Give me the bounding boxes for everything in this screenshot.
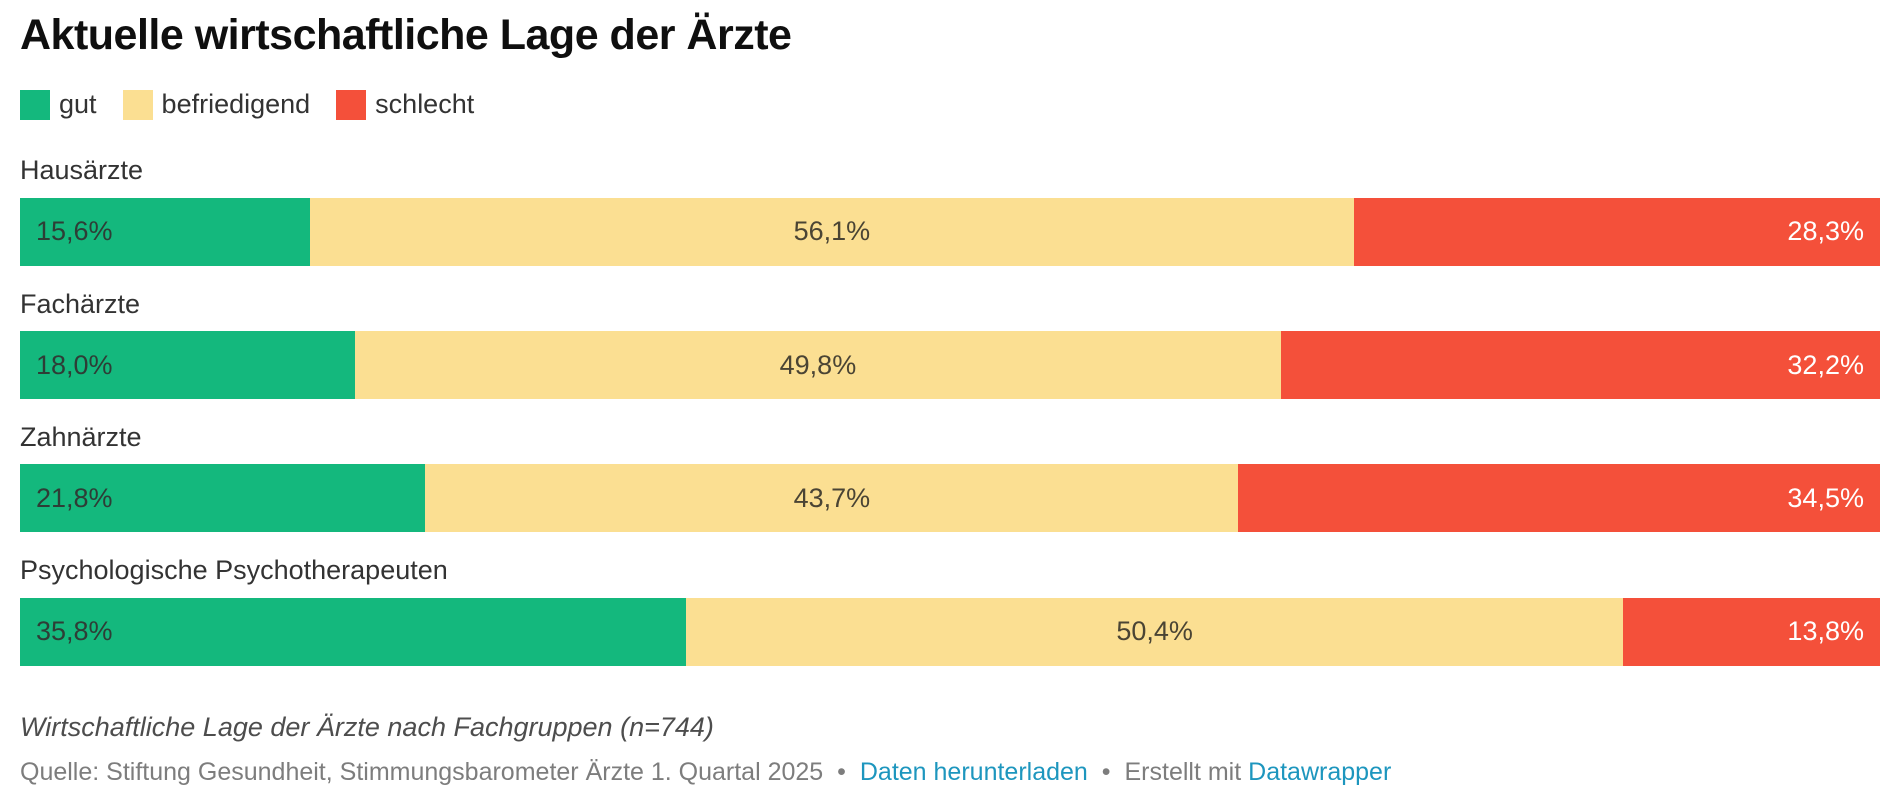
bar-segment-gut: 21,8% <box>20 464 426 533</box>
separator-dot: • <box>1101 757 1111 786</box>
bar-segment-schlecht: 32,2% <box>1281 331 1880 400</box>
segment-value-label: 49,8% <box>779 349 857 380</box>
created-with-text: Erstellt mit <box>1124 757 1242 786</box>
source-line: Quelle: Stiftung Gesundheit, Stimmungsba… <box>20 758 1880 787</box>
legend-item-gut: gut <box>20 89 97 120</box>
source-text: Quelle: Stiftung Gesundheit, Stimmungsba… <box>20 757 824 786</box>
stacked-bar: 35,8% 50,4% 13,8% <box>20 597 1880 666</box>
segment-value-label: 50,4% <box>1116 616 1193 647</box>
chart-title: Aktuelle wirtschaftliche Lage der Ärzte <box>20 11 792 59</box>
download-data-link[interactable]: Daten herunterladen <box>859 757 1088 786</box>
bar-segment-gut: 18,0% <box>20 331 355 400</box>
datawrapper-link[interactable]: Datawrapper <box>1248 757 1392 786</box>
stacked-bar: 21,8% 43,7% 34,5% <box>20 464 1880 533</box>
bar-row: Zahnärzte 21,8% 43,7% 34,5% <box>20 421 1880 533</box>
legend-label-befriedigend: befriedigend <box>161 89 311 120</box>
segment-value-label: 28,3% <box>1787 216 1864 247</box>
bar-segment-befriedigend: 43,7% <box>425 464 1239 533</box>
category-label: Fachärzte <box>20 288 141 319</box>
segment-value-label: 13,8% <box>1787 616 1864 647</box>
bar-segment-befriedigend: 50,4% <box>685 597 1624 666</box>
bar-row: Psychologische Psychotherapeuten 35,8% 50,… <box>20 554 1880 666</box>
bar-segment-befriedigend: 56,1% <box>310 197 1354 266</box>
bar-segment-schlecht: 28,3% <box>1353 197 1880 266</box>
category-label: Psychologische Psychotherapeuten <box>20 555 448 586</box>
legend-item-befriedigend: befriedigend <box>122 89 311 120</box>
segment-value-label: 35,8% <box>36 616 113 647</box>
bar-segment-gut: 35,8% <box>20 597 686 666</box>
legend-item-schlecht: schlecht <box>336 89 474 120</box>
stacked-bar: 15,6% 56,1% 28,3% <box>20 197 1880 266</box>
separator-dot: • <box>837 757 846 786</box>
segment-value-label: 43,7% <box>793 482 871 513</box>
bar-row: Fachärzte 18,0% 49,8% 32,2% <box>20 288 1880 400</box>
bar-segment-schlecht: 34,5% <box>1238 464 1880 533</box>
stacked-bar: 18,0% 49,8% 32,2% <box>20 331 1880 400</box>
legend-label-gut: gut <box>59 89 97 120</box>
segment-value-label: 34,5% <box>1787 482 1864 513</box>
legend-swatch-schlecht <box>336 89 367 120</box>
bar-segment-gut: 15,6% <box>20 197 311 266</box>
bar-segment-schlecht: 13,8% <box>1623 597 1880 666</box>
bar-rows: Hausärzte 15,6% 56,1% 28,3% Fachärzte 18,0% 49… <box>20 154 1880 666</box>
legend: gut befriedigend schlecht <box>20 89 1880 120</box>
bar-row: Hausärzte 15,6% 56,1% 28,3% <box>20 154 1880 266</box>
segment-value-label: 18,0% <box>36 349 113 380</box>
category-label: Zahnärzte <box>20 422 142 453</box>
legend-swatch-gut <box>20 89 50 120</box>
chart-note: Wirtschaftliche Lage der Ärzte nach Fach… <box>20 711 714 742</box>
segment-value-label: 32,2% <box>1787 349 1864 380</box>
segment-value-label: 56,1% <box>793 216 871 247</box>
category-label: Hausärzte <box>20 155 144 186</box>
segment-value-label: 21,8% <box>36 482 113 513</box>
legend-label-schlecht: schlecht <box>375 89 475 120</box>
segment-value-label: 15,6% <box>36 216 113 247</box>
bar-segment-befriedigend: 49,8% <box>354 331 1282 400</box>
legend-swatch-befriedigend <box>122 89 153 120</box>
